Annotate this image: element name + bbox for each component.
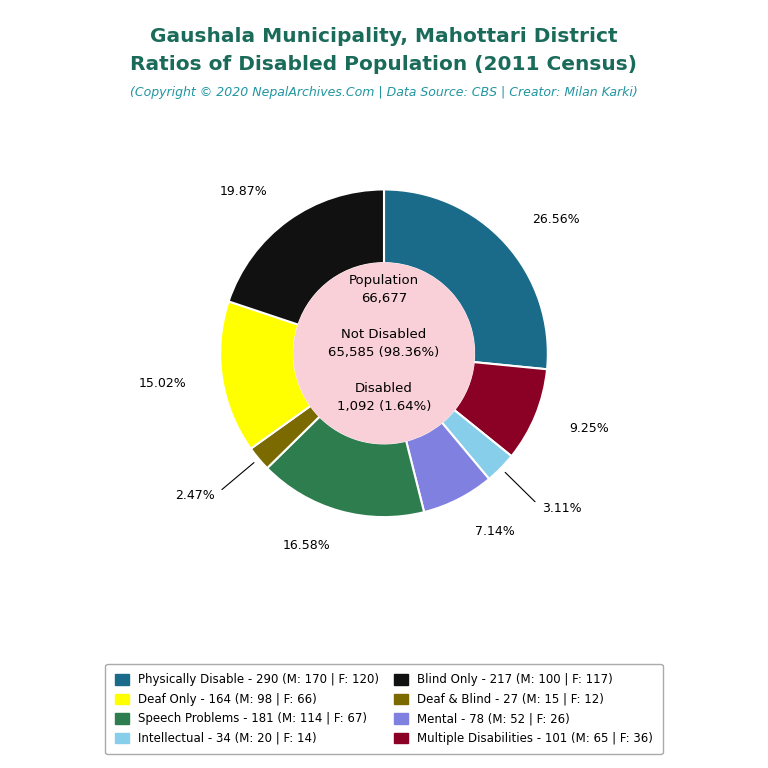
Wedge shape [442,410,511,479]
Text: 15.02%: 15.02% [138,376,187,389]
Text: Population
66,677

Not Disabled
65,585 (98.36%)

Disabled
1,092 (1.64%): Population 66,677 Not Disabled 65,585 (9… [329,274,439,413]
Wedge shape [229,190,384,325]
Text: (Copyright © 2020 NepalArchives.Com | Data Source: CBS | Creator: Milan Karki): (Copyright © 2020 NepalArchives.Com | Da… [130,86,638,99]
Wedge shape [251,406,319,468]
Circle shape [294,263,474,443]
Text: 9.25%: 9.25% [569,422,609,435]
Text: Ratios of Disabled Population (2011 Census): Ratios of Disabled Population (2011 Cens… [131,55,637,74]
Text: 7.14%: 7.14% [475,525,515,538]
Text: 3.11%: 3.11% [541,502,581,515]
Text: 19.87%: 19.87% [220,184,267,197]
Text: 26.56%: 26.56% [532,213,580,226]
Legend: Physically Disable - 290 (M: 170 | F: 120), Deaf Only - 164 (M: 98 | F: 66), Spe: Physically Disable - 290 (M: 170 | F: 12… [105,664,663,754]
Wedge shape [454,362,547,456]
Wedge shape [406,422,489,512]
Wedge shape [267,416,424,517]
Wedge shape [220,301,311,449]
Wedge shape [384,190,548,369]
Text: Gaushala Municipality, Mahottari District: Gaushala Municipality, Mahottari Distric… [151,27,617,46]
Text: 2.47%: 2.47% [175,489,215,502]
Text: 16.58%: 16.58% [283,539,330,552]
